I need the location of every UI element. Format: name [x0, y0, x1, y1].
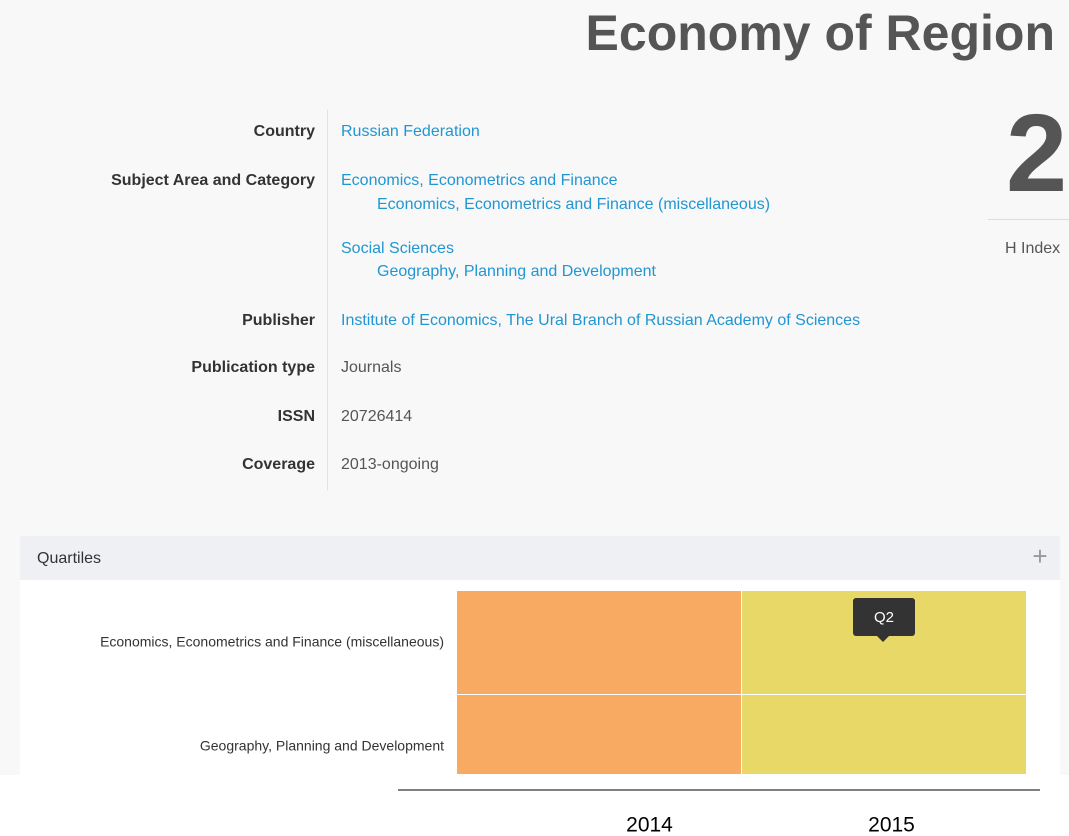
divider	[988, 219, 1069, 220]
link[interactable]: Institute of Economics, The Ural Branch …	[341, 312, 861, 329]
quartile-cell	[742, 695, 1026, 774]
row-label: Geography, Planning and Development	[200, 738, 444, 754]
label: Coverage	[242, 456, 315, 473]
h-index-label: H Index	[1005, 240, 1061, 257]
label: Publisher	[242, 312, 315, 329]
panel-title: Quartiles	[37, 550, 101, 567]
value: Journals	[341, 359, 402, 376]
quartile-cell	[457, 591, 741, 694]
separator	[327, 110, 328, 490]
quartile-cell	[457, 695, 741, 774]
tooltip	[853, 598, 915, 636]
expand-button[interactable]: +	[1032, 541, 1047, 571]
x-tick-label: 2015	[868, 814, 915, 836]
link[interactable]: Social Sciences	[341, 240, 454, 257]
label: Subject Area and Category	[111, 172, 315, 189]
tooltip-pointer	[877, 636, 889, 642]
label: ISSN	[277, 408, 315, 425]
link[interactable]: Economics, Econometrics and Finance (mis…	[377, 196, 771, 213]
value: 20726414	[341, 408, 413, 425]
link[interactable]: Economics, Econometrics and Finance	[341, 172, 618, 189]
value: 2013-ongoing	[341, 456, 439, 473]
label: Publication type	[191, 359, 315, 376]
label: Country	[253, 123, 315, 140]
h-index-value: 2	[1006, 92, 1068, 215]
link[interactable]: Geography, Planning and Development	[377, 263, 656, 280]
link[interactable]: Russian Federation	[341, 123, 480, 140]
row-label: Economics, Econometrics and Finance (mis…	[100, 634, 444, 650]
quartiles-panel: Quartiles + Economics, Econometrics and …	[0, 536, 1069, 836]
journal-title: Economy of Region	[585, 5, 1055, 61]
tooltip-text: Q2	[874, 609, 894, 626]
x-tick-label: 2014	[626, 814, 673, 836]
panel-header	[20, 536, 1060, 580]
axis-area	[0, 775, 1069, 836]
